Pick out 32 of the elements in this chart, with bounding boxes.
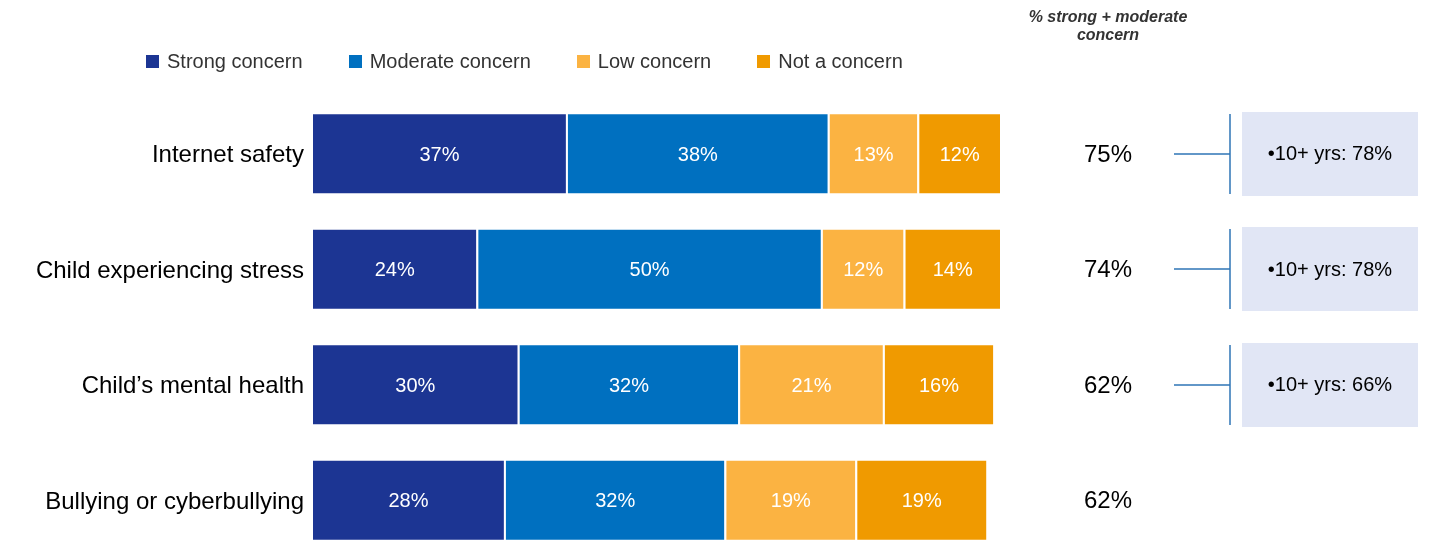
legend-label: Moderate concern [369,50,531,73]
legend-label: Strong concern [167,50,303,73]
legend-label: Low concern [597,50,712,73]
y-tick-label: Child experiencing stress [35,255,304,283]
y-tick-label: Internet safety [151,140,304,168]
data-label: 12% [939,142,980,165]
text: •10+ yrs: 78% [1242,227,1418,312]
data-label: 24% [374,258,415,281]
data-label: 16% [918,373,960,396]
text: % strong + moderate concern [1027,8,1189,44]
y-tick-label: Bullying or cyberbullying [45,486,304,514]
data-label: 50% [629,258,670,281]
data-label: 12% [843,258,884,281]
data-label: 38% [677,142,719,165]
data-label: 32% [608,373,650,396]
data-label: 21% [791,373,832,396]
data-label: 32% [595,489,636,512]
data-label: 30% [395,373,436,396]
data-label: 19% [770,489,812,512]
data-label: 13% [853,142,894,165]
text: •10+ yrs: 66% [1242,342,1418,427]
text: 75% [1082,139,1133,168]
legend-label: Not a concern [778,50,903,73]
data-label: 19% [901,489,942,512]
text: 74% [1082,255,1133,284]
data-label: 14% [932,258,973,281]
text: •10+ yrs: 78% [1242,111,1418,196]
data-label: 37% [419,142,460,165]
data-label: 28% [388,489,429,512]
text: 62% [1082,370,1133,399]
text: 62% [1082,486,1133,515]
y-tick-label: Child’s mental health [81,371,304,399]
